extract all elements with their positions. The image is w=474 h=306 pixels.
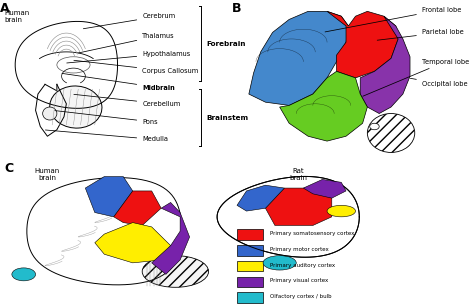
Polygon shape bbox=[152, 203, 190, 274]
Text: Primary auditory cortex: Primary auditory cortex bbox=[270, 263, 335, 267]
Text: Temporal lobe: Temporal lobe bbox=[363, 59, 469, 96]
Text: Hypothalamus: Hypothalamus bbox=[67, 50, 191, 63]
Polygon shape bbox=[249, 11, 348, 105]
Text: Thalamus: Thalamus bbox=[79, 33, 175, 53]
Polygon shape bbox=[280, 71, 367, 141]
Text: Forebrain: Forebrain bbox=[206, 41, 246, 47]
Polygon shape bbox=[327, 11, 398, 78]
Ellipse shape bbox=[50, 86, 102, 128]
FancyBboxPatch shape bbox=[237, 245, 263, 256]
Ellipse shape bbox=[367, 114, 415, 152]
Text: Medulla: Medulla bbox=[46, 130, 168, 143]
FancyBboxPatch shape bbox=[237, 261, 263, 271]
Ellipse shape bbox=[12, 268, 36, 281]
Polygon shape bbox=[114, 191, 161, 226]
Text: Primary motor cortex: Primary motor cortex bbox=[270, 247, 329, 252]
Polygon shape bbox=[95, 222, 171, 263]
Text: Cerebellum: Cerebellum bbox=[74, 94, 181, 107]
Polygon shape bbox=[217, 177, 359, 257]
Ellipse shape bbox=[142, 256, 209, 287]
Text: Human
brain: Human brain bbox=[35, 168, 60, 181]
Text: Occipital lobe: Occipital lobe bbox=[410, 78, 467, 87]
Ellipse shape bbox=[43, 107, 57, 120]
Polygon shape bbox=[265, 188, 332, 226]
Text: Human
brain: Human brain bbox=[5, 10, 30, 23]
Polygon shape bbox=[360, 16, 410, 114]
FancyBboxPatch shape bbox=[237, 277, 263, 287]
Text: Primary visual cortex: Primary visual cortex bbox=[270, 278, 328, 283]
Ellipse shape bbox=[370, 123, 379, 130]
Text: Corpus Callosum: Corpus Callosum bbox=[74, 60, 199, 74]
Text: Olfactory cortex / bulb: Olfactory cortex / bulb bbox=[270, 294, 332, 299]
Text: A: A bbox=[0, 2, 9, 15]
Text: Parietal lobe: Parietal lobe bbox=[377, 29, 464, 40]
Polygon shape bbox=[85, 177, 133, 217]
Text: Primary somatosensory cortex: Primary somatosensory cortex bbox=[270, 231, 355, 236]
Text: B: B bbox=[232, 2, 242, 15]
Text: C: C bbox=[5, 162, 14, 175]
Ellipse shape bbox=[327, 205, 356, 217]
Polygon shape bbox=[303, 179, 346, 198]
Ellipse shape bbox=[263, 256, 296, 270]
FancyBboxPatch shape bbox=[237, 292, 263, 303]
Text: Rat
brain: Rat brain bbox=[290, 168, 308, 181]
Text: Brainstem: Brainstem bbox=[206, 114, 248, 121]
Text: Frontal lobe: Frontal lobe bbox=[325, 7, 461, 32]
FancyBboxPatch shape bbox=[237, 229, 263, 240]
Text: Midbrain: Midbrain bbox=[62, 73, 175, 91]
Text: Cerebrum: Cerebrum bbox=[83, 13, 175, 29]
Text: Pons: Pons bbox=[55, 110, 158, 125]
Polygon shape bbox=[237, 185, 284, 211]
